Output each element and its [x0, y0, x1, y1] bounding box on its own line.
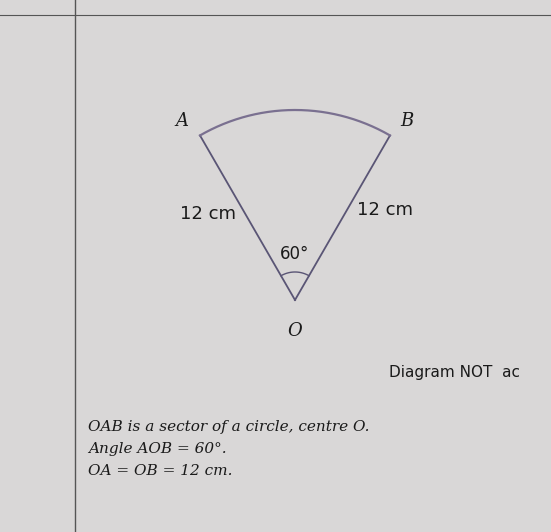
Text: Angle AOB = 60°.: Angle AOB = 60°. — [88, 442, 226, 456]
Text: A: A — [175, 112, 188, 130]
Text: O: O — [288, 322, 302, 340]
Text: OA = OB = 12 cm.: OA = OB = 12 cm. — [88, 464, 233, 478]
Text: OAB is a sector of a circle, centre O.: OAB is a sector of a circle, centre O. — [88, 420, 370, 434]
Text: 60°: 60° — [280, 245, 310, 263]
Text: 12 cm: 12 cm — [357, 201, 413, 219]
Text: 12 cm: 12 cm — [180, 205, 236, 223]
Text: B: B — [400, 112, 413, 130]
Text: Diagram NOT  ac: Diagram NOT ac — [389, 365, 520, 380]
